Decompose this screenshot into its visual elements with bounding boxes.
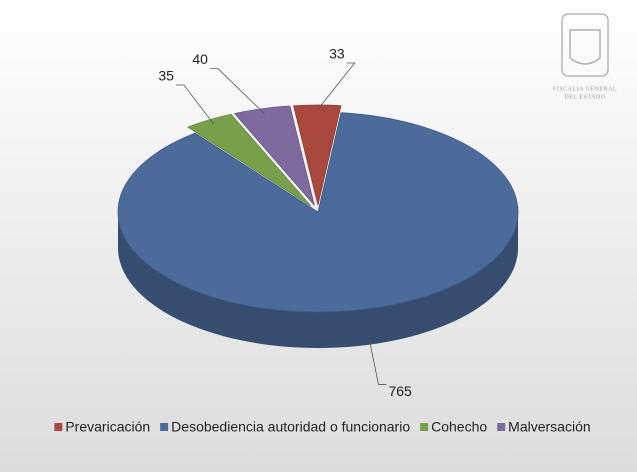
- slice: [187, 113, 312, 207]
- logo-shield: [569, 29, 601, 65]
- slice: [293, 104, 342, 206]
- logo-text: DEL ESTADO: [564, 94, 605, 100]
- legend-swatch: [54, 423, 63, 431]
- slice: [233, 105, 315, 206]
- legend: Prevaricación Desobediencia autoridad o f…: [54, 419, 591, 435]
- logo-emblem: [561, 13, 609, 77]
- slice: [117, 112, 519, 348]
- leader-line: [209, 68, 265, 114]
- data-label: 33: [329, 46, 345, 62]
- leader-line: [175, 84, 215, 125]
- legend-swatch: [497, 423, 506, 431]
- data-label: 765: [388, 383, 412, 399]
- slice-top: [293, 104, 342, 206]
- legend-swatch: [420, 423, 429, 431]
- data-label: 35: [158, 68, 174, 84]
- data-label: 40: [192, 51, 208, 67]
- leader-line: [316, 62, 356, 111]
- slice-top: [117, 112, 519, 313]
- logo: FISCALIA GENERAL DEL ESTADO: [553, 13, 617, 100]
- legend-label: Malversación: [508, 419, 590, 435]
- legend-label: Cohecho: [431, 419, 487, 435]
- slice-side: [118, 212, 518, 348]
- legend-label: Prevaricación: [65, 419, 150, 435]
- legend-label: Desobediencia autoridad o funcionario: [171, 419, 410, 435]
- leader-line: [368, 339, 387, 385]
- legend-swatch: [160, 423, 169, 431]
- slice-top: [233, 105, 315, 206]
- logo-text: FISCALIA GENERAL: [553, 86, 617, 92]
- slice-top: [187, 113, 312, 207]
